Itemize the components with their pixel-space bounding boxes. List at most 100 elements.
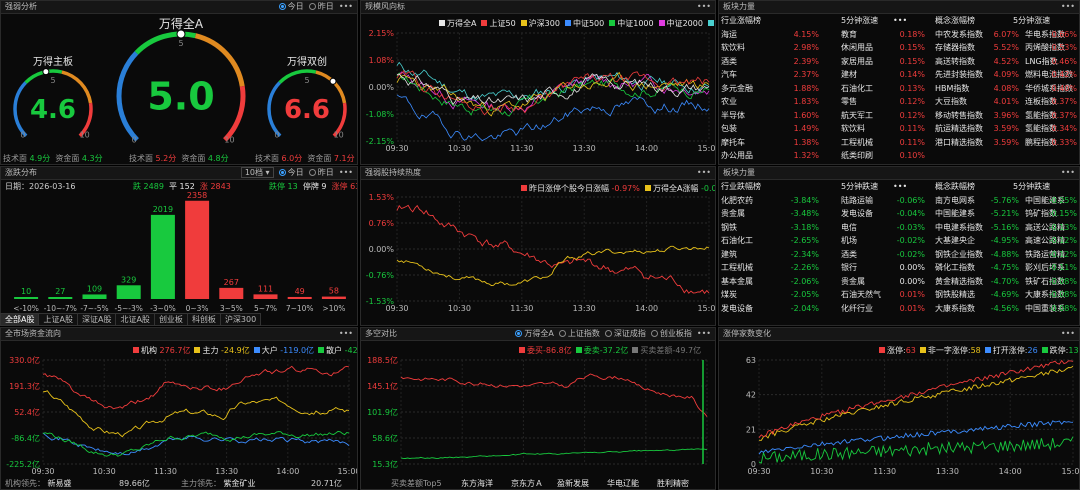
legend-item[interactable]: 委卖-37.2亿	[575, 346, 628, 355]
dist-bar[interactable]	[253, 294, 278, 299]
table-row[interactable]: 多元金融 1.88% 石油化工 0.13% HBM指数 4.08% 华侨城系指数 0.40%	[721, 83, 1077, 93]
tab-3[interactable]: 北证A股	[115, 313, 155, 326]
table-row[interactable]: 包装 1.49% 软饮料 0.11% 航运精选指数 3.59% 氢能指数 0.34%	[721, 124, 1077, 133]
legend-item[interactable]: 散户 -42.6亿	[318, 346, 357, 355]
dist-bar-value: 10	[21, 287, 31, 296]
more-icon[interactable]: •••	[696, 2, 711, 11]
table-row[interactable]: 发电设备 -2.04% 化纤行业 0.01% 大康系指数 -4.56% 中国重装系 -0.08…	[721, 303, 1077, 313]
top5-item: 买卖差额Top5	[391, 479, 442, 488]
scale-header: 规模风向标 •••	[361, 1, 715, 14]
dist-bar[interactable]	[82, 294, 107, 299]
flow-retail	[42, 430, 350, 457]
x-tick: 15:00	[697, 144, 716, 153]
yesterday-radio[interactable]: 昨日	[308, 168, 334, 177]
table-row[interactable]: 石油化工 -2.65% 机场 -0.02% 大基建央企 -4.95% 高速公路精 -0.12%	[721, 236, 1077, 245]
legend-item[interactable]: 机构 276.7亿	[133, 346, 190, 355]
legend-item[interactable]: 上证50	[481, 19, 516, 28]
gauge-ten: 10	[334, 131, 344, 140]
table-row[interactable]: 办公用品 1.32% 纸类印刷 0.10%	[721, 151, 925, 160]
legend-item[interactable]: 沪深300	[520, 19, 560, 28]
bucket-select[interactable]: 10档 ▾	[240, 167, 274, 178]
top5-item[interactable]: 东方海洋	[461, 479, 493, 488]
dist-bar[interactable]	[14, 297, 39, 299]
legend-item[interactable]: 打开涨停:26	[984, 346, 1038, 355]
more-icon[interactable]: •••	[1060, 2, 1075, 11]
dist-bar[interactable]	[48, 297, 73, 299]
legend-item[interactable]: 买卖差额-49.7亿	[632, 346, 701, 355]
dist-bar[interactable]	[321, 296, 346, 299]
legend-item[interactable]: 委买-86.8亿	[519, 346, 572, 355]
table-row[interactable]: 软饮料 2.98% 休闲用品 0.15% 存储器指数 5.52% 丙烯酸指数 0.53%	[721, 43, 1077, 52]
tab-0[interactable]: 全部A股	[0, 313, 40, 326]
top5-item[interactable]: 华电辽能	[607, 479, 639, 488]
index-radio-2[interactable]: 深证成指	[604, 329, 646, 338]
more-icon[interactable]: •••	[893, 16, 908, 25]
dist-bar[interactable]	[185, 200, 210, 299]
more-icon[interactable]: •••	[1060, 329, 1075, 338]
dist-bar[interactable]	[219, 287, 244, 299]
more-icon[interactable]: •••	[893, 182, 908, 191]
dist-bar[interactable]	[116, 285, 141, 299]
x-tick: 10:30	[448, 304, 471, 313]
series-line	[396, 61, 710, 102]
table-row[interactable]: 半导体 1.60% 航天军工 0.12% 移动转售指数 3.96% 氢能指数 0.37%	[721, 110, 1077, 120]
more-icon[interactable]: •••	[1060, 168, 1075, 177]
legend-item[interactable]: 大户 -119.0亿	[253, 346, 314, 355]
more-icon[interactable]: •••	[696, 329, 711, 338]
table-row[interactable]: 基本金属 -2.06% 贵金属 0.00% 黄金精选指数 -4.70% 铁矿石指数 -0.08…	[721, 276, 1077, 286]
index-radio-3[interactable]: 创业板指	[650, 329, 692, 338]
table-row[interactable]: 摩托车 1.38% 工程机械 0.11% 港口精选指数 3.59% 鹏程指数 0.33%	[721, 137, 1077, 147]
scale-chart: 2.15% 1.08% 0.00% -1.08% -2.15%09:30 10:30 11:…	[366, 29, 716, 153]
more-icon[interactable]: •••	[338, 2, 353, 11]
today-radio[interactable]: 今日	[278, 168, 304, 177]
more-icon[interactable]: •••	[696, 168, 711, 177]
x-tick: 14:00	[635, 144, 658, 153]
legend-item[interactable]: 主力 -24.9亿	[194, 346, 250, 355]
table-row[interactable]: 建筑 -2.34% 酒类 -0.02% 钢铁企业指数 -4.88% 铁路运营精 -0.12%	[721, 249, 1077, 259]
yesterday-radio[interactable]: 昨日	[308, 2, 334, 11]
dist-bar[interactable]	[287, 296, 312, 299]
market-tabs: 全部A股 上证A股 深证A股 北证A股 创业板 科创板 沪深300	[0, 313, 262, 326]
gauge-arc-1	[278, 69, 317, 84]
legend-item[interactable]: 中证500	[564, 19, 604, 28]
tab-2[interactable]: 深证A股	[76, 313, 117, 326]
tab-5[interactable]: 科创板	[186, 313, 221, 326]
tab-6[interactable]: 沪深300	[219, 313, 262, 326]
y-tick: 2.15%	[369, 29, 395, 38]
table-row[interactable]: 海运 4.15% 教育 0.18% 中农发系指数 6.07% 华电系指数 0.66%	[721, 29, 1077, 39]
today-radio[interactable]: 今日	[278, 2, 304, 11]
legend-item[interactable]: 微盘股	[707, 19, 715, 28]
table-row[interactable]: 化肥农药 -3.84% 陆路运输 -0.06% 南方电网系 -5.76% 中国能建系 -0.2…	[721, 195, 1077, 205]
top5-item[interactable]: 盈新发展	[557, 479, 589, 488]
legend-item[interactable]: 跌停:13	[1041, 346, 1079, 355]
more-icon[interactable]: •••	[338, 329, 353, 338]
heat-header: 强弱股持续热度 •••	[361, 167, 715, 180]
series-limit-down	[758, 436, 1074, 464]
more-icon[interactable]: •••	[338, 168, 353, 177]
index-radio-0[interactable]: 万得全A	[515, 329, 554, 338]
table-row[interactable]: 酒类 2.39% 家居用品 0.15% 高送转指数 4.52% LNG指数 0.46%	[721, 56, 1077, 66]
legend-item[interactable]: 中证1000	[609, 19, 654, 28]
long-short-panel: 多空对比 万得全A 上证指数 深证成指 创业板指 ••• 委买-86.8亿 委卖-37.2…	[360, 327, 716, 490]
legend-item[interactable]: 涨停:63	[879, 346, 916, 355]
legend-item[interactable]: 万得全A	[439, 19, 476, 28]
table-row[interactable]: 煤炭 -2.05% 石油天然气 0.01% 钢铁股精选 -4.69% 大康系指数 -0.08%	[721, 290, 1077, 299]
index-radio-1[interactable]: 上证指数	[558, 329, 600, 338]
tab-1[interactable]: 上证A股	[38, 313, 78, 326]
table-row[interactable]: 钢铁 -3.18% 电信 -0.03% 中电建系指数 -5.16% 高送公路精 -0.13%	[721, 222, 1077, 232]
table-row[interactable]: 工程机械 -2.26% 银行 0.00% 磷化工指数 -4.75% 影刈后坏系 -0.11%	[721, 263, 1077, 272]
tab-4[interactable]: 创业板	[153, 313, 188, 326]
table-row[interactable]	[721, 316, 1079, 325]
series-open	[758, 420, 1074, 455]
dist-bar[interactable]	[150, 214, 175, 299]
gauge-arc-1	[134, 31, 197, 55]
table-row[interactable]: 贵金属 -3.48% 发电设备 -0.04% 中国能建系 -5.21% 钨矿指数 -0.15%	[721, 209, 1077, 218]
top5-item[interactable]: 胜利精密	[657, 479, 689, 488]
top5-item[interactable]: 京东方Ａ	[511, 479, 543, 488]
table-row[interactable]: 农业 1.83% 零售 0.12% 大豆指数 4.01% 连板指数 0.37%	[721, 97, 1077, 106]
x-tick: 09:30	[385, 144, 408, 153]
table-row[interactable]: 汽车 2.37% 建材 0.14% 先进封装指数 4.09% 燃料电池指数 0.42%	[721, 70, 1077, 79]
y-tick: 42	[746, 391, 756, 400]
legend-item[interactable]: 中证2000	[658, 19, 703, 28]
legend-item[interactable]: 非一字涨停:58	[919, 346, 981, 355]
